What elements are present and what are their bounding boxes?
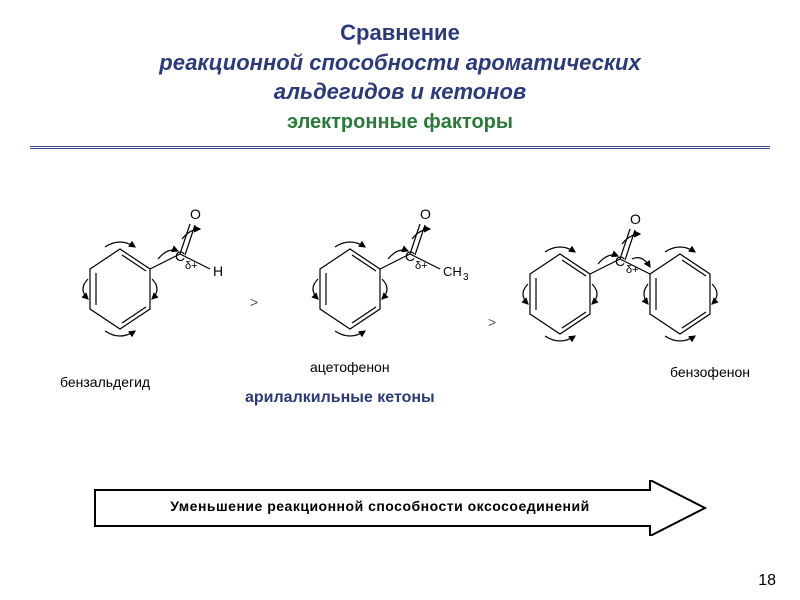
benzophenone-structure: O C δ+ xyxy=(500,199,790,369)
title-line1: Сравнение xyxy=(0,18,800,48)
svg-text:δ+: δ+ xyxy=(415,260,428,272)
subtitle: электронные факторы xyxy=(0,109,800,136)
title-block: Сравнение реакционной способности аромат… xyxy=(0,0,800,136)
comparison-gt-1: > xyxy=(250,294,258,310)
annotation-arylalkyl: арилалкильные кетоны xyxy=(245,389,435,407)
diagram-area: O C δ+ H бензальдегид > O xyxy=(0,189,800,419)
svg-text:C: C xyxy=(175,248,185,264)
svg-text:δ+: δ+ xyxy=(626,264,639,276)
svg-text:δ+: δ+ xyxy=(185,260,198,272)
svg-text:3: 3 xyxy=(463,272,469,283)
acetophenone-caption: ацетофенон xyxy=(310,359,390,375)
svg-text:O: O xyxy=(190,206,201,222)
svg-text:C: C xyxy=(615,253,625,269)
svg-text:CH: CH xyxy=(443,264,462,279)
arrow-label: Уменьшение реакционной способности оксос… xyxy=(130,498,630,514)
acetophenone-structure: O C δ+ CH 3 xyxy=(280,199,480,369)
horizontal-rule xyxy=(30,146,770,149)
title-line2: реакционной способности ароматических xyxy=(0,48,800,78)
benzaldehyde-structure: O C δ+ H xyxy=(50,199,250,369)
svg-text:C: C xyxy=(405,248,415,264)
reactivity-arrow: Уменьшение реакционной способности оксос… xyxy=(90,480,710,540)
svg-text:O: O xyxy=(630,211,641,227)
title-line3: альдегидов и кетонов xyxy=(0,77,800,107)
svg-text:H: H xyxy=(213,263,223,279)
svg-text:O: O xyxy=(420,206,431,222)
slide-number: 18 xyxy=(758,572,776,590)
benzaldehyde-caption: бензальдегид xyxy=(60,374,150,390)
comparison-gt-2: > xyxy=(488,314,496,330)
benzophenone-caption: бензофенон xyxy=(670,364,750,380)
